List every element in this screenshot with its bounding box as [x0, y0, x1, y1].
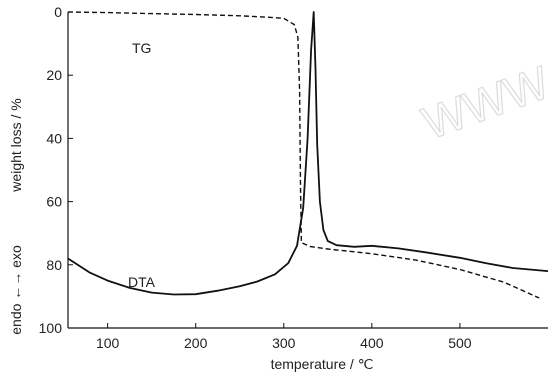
y-axis-title: weight loss / % — [8, 98, 24, 192]
x-tick-label: 100 — [96, 335, 120, 351]
dta-series-label: DTA — [128, 274, 156, 290]
x-tick-label: 200 — [184, 335, 208, 351]
y-axis-secondary-title: endo ←→ exo — [8, 245, 24, 335]
dta-series-line — [67, 11, 548, 296]
x-axis-title: temperature / ℃ — [271, 356, 374, 372]
y-tick-label: 80 — [46, 257, 62, 273]
ticks-layer: 100 200 300 400 500 0 20 40 60 80 100 — [39, 4, 472, 351]
watermark: WWW — [416, 56, 548, 150]
y-tick-label: 60 — [46, 194, 62, 210]
y-tick-label: 20 — [46, 67, 62, 83]
x-tick-label: 500 — [448, 335, 472, 351]
y-tick-label: 100 — [39, 320, 63, 336]
y-tick-label: 40 — [46, 130, 62, 146]
x-tick-label: 400 — [360, 335, 384, 351]
series-layer — [67, 11, 548, 299]
y-tick-label: 0 — [54, 4, 62, 20]
tg-series-label: TG — [132, 40, 151, 56]
plot-area — [67, 12, 548, 329]
x-tick-label: 300 — [272, 335, 296, 351]
tg-series-line — [67, 11, 540, 299]
